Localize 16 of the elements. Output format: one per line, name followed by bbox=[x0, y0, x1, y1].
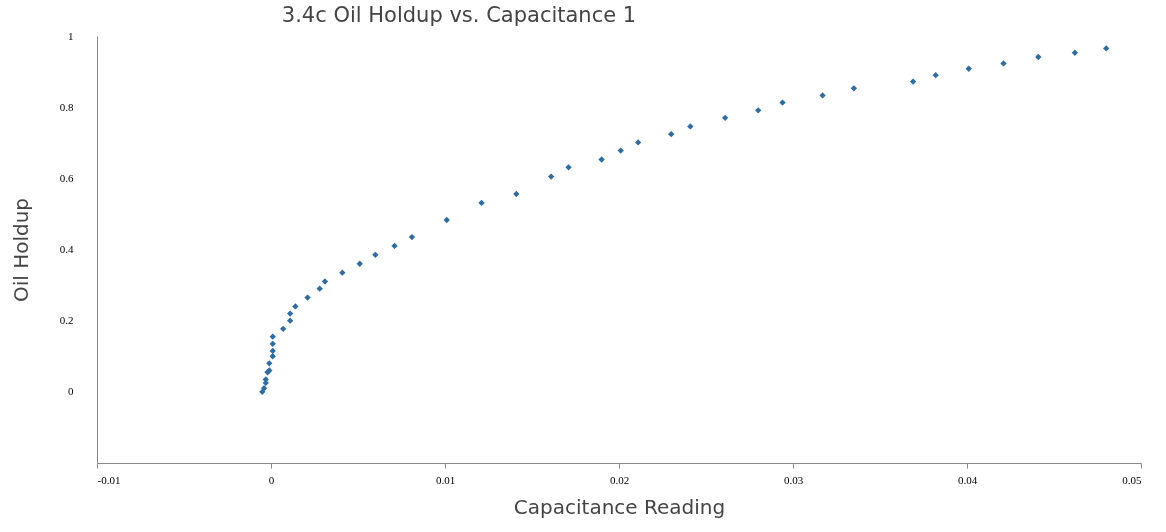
y-tick-label: 1 bbox=[68, 29, 74, 42]
y-tick-label: 0.4 bbox=[59, 243, 74, 255]
x-tick-label: -0.01 bbox=[97, 473, 121, 486]
y-tick-label: 0.2 bbox=[59, 314, 74, 327]
y-tick-label: 0.8 bbox=[59, 100, 74, 113]
y-tick-label: 0.6 bbox=[59, 171, 74, 184]
x-tick-label: 0 bbox=[268, 473, 275, 486]
x-axis-title: Capacitance Reading bbox=[513, 494, 726, 519]
x-tick-label: 0.03 bbox=[783, 473, 804, 486]
x-tick-label: 0.04 bbox=[957, 473, 978, 486]
chart-title: 3.4c Oil Holdup vs. Capacitance 1 bbox=[281, 3, 637, 27]
y-axis-title: Oil Holdup bbox=[8, 197, 33, 303]
x-tick-label: 0.01 bbox=[435, 473, 456, 486]
x-tick-label: 0.02 bbox=[609, 473, 630, 486]
y-tick-label: 0 bbox=[68, 385, 74, 398]
x-tick-label: 0.05 bbox=[1122, 473, 1142, 486]
